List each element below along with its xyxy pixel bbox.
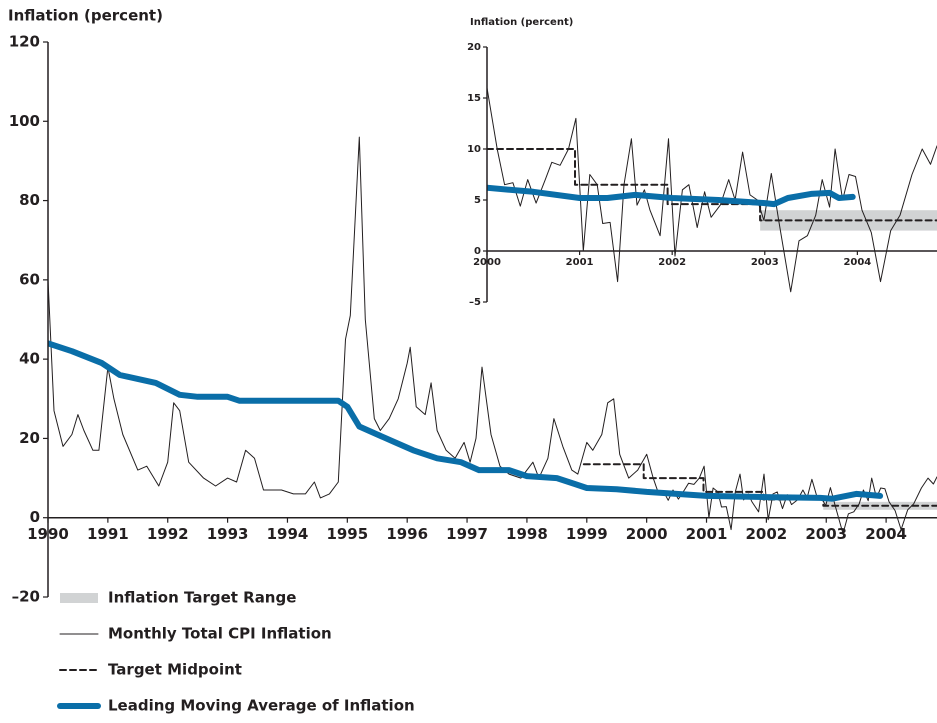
series-line: [582, 463, 937, 507]
y-tick-label: 120: [9, 33, 40, 51]
y-tick-label: 40: [19, 350, 40, 368]
x-tick-label: 1993: [207, 525, 249, 543]
target-band: [823, 501, 937, 510]
x-tick-label: 2002: [746, 525, 788, 543]
legend-label: Target Midpoint: [108, 661, 242, 679]
main-chart: Inflation (percent)–20020406080100120199…: [8, 7, 937, 715]
series-line: [487, 184, 856, 208]
y-tick-label: 80: [19, 191, 40, 209]
chart-title: Inflation (percent): [8, 7, 163, 25]
y-tick-label: 0: [474, 246, 481, 257]
x-tick-label: 1991: [87, 525, 129, 543]
x-tick-label: 1995: [326, 525, 368, 543]
x-tick-label: 1992: [147, 525, 189, 543]
y-tick-label: 100: [9, 112, 40, 130]
series-line: [487, 148, 937, 222]
legend-label: Inflation Target Range: [108, 589, 296, 607]
x-tick-label: 2004: [843, 257, 871, 268]
series-line: [487, 87, 937, 293]
legend: Inflation Target Range Monthly Total CPI …: [57, 589, 415, 715]
x-tick-label: 1990: [27, 525, 69, 543]
plot: [487, 87, 937, 293]
plot: [48, 136, 937, 535]
y-tick-label: –20: [12, 588, 40, 606]
x-tick-label: 2000: [626, 525, 668, 543]
x-tick-label: 1996: [386, 525, 428, 543]
x-tick-label: 1997: [446, 525, 488, 543]
legend-label: Monthly Total CPI Inflation: [108, 625, 332, 643]
series-line: [48, 340, 884, 502]
series-line: [48, 136, 937, 535]
y-tick-label: 20: [467, 42, 481, 53]
x-tick-label: 2001: [686, 525, 728, 543]
y-tick-label: 60: [19, 270, 40, 288]
x-tick-label: 2000: [473, 257, 501, 268]
y-tick-label: 0: [30, 508, 40, 526]
y-tick-label: 5: [474, 195, 481, 206]
y-tick-label: 10: [467, 144, 481, 155]
x-tick-label: 2004: [865, 525, 907, 543]
x-tick-label: 2001: [566, 257, 594, 268]
y-tick-label: 15: [467, 93, 481, 104]
x-tick-label: 1998: [506, 525, 548, 543]
x-tick-label: 2003: [751, 257, 779, 268]
y-tick-label: –5: [469, 297, 481, 308]
legend-label: Leading Moving Average of Inflation: [108, 697, 415, 715]
x-tick-label: 1994: [267, 525, 309, 543]
legend-swatch: [60, 593, 98, 603]
x-tick-label: 2002: [658, 257, 686, 268]
chart-title: Inflation (percent): [470, 17, 573, 28]
x-tick-label: 1999: [566, 525, 608, 543]
y-tick-label: 20: [19, 429, 40, 447]
inset-chart: Inflation (percent) –5 0 5 10 15 20 2000 2001 200…: [467, 17, 937, 308]
x-tick-label: 2003: [805, 525, 847, 543]
